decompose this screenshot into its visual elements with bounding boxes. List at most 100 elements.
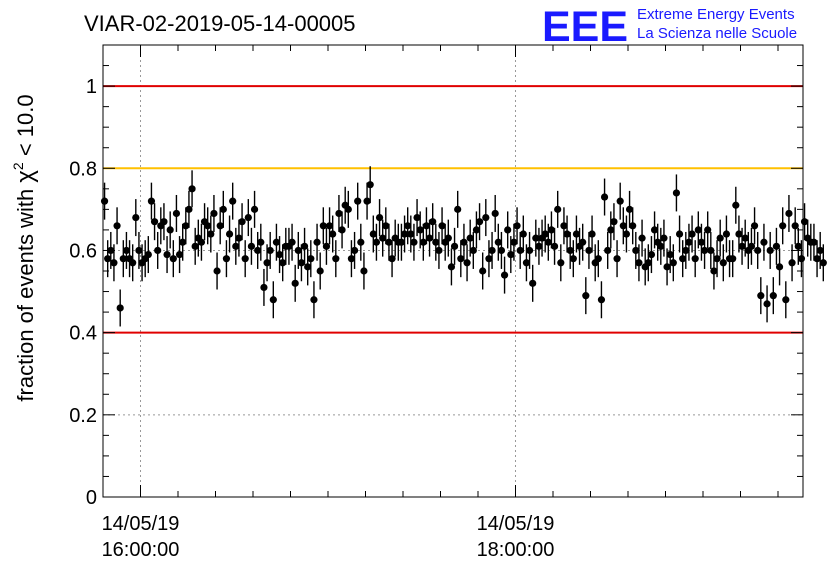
data-point (525, 246, 534, 255)
data-point (310, 296, 318, 304)
data-point (663, 263, 671, 271)
data-point (819, 259, 827, 267)
data-point (657, 242, 665, 250)
logo-line-1: Extreme Energy Events (637, 6, 795, 23)
data-point (485, 255, 493, 263)
data-point (735, 230, 743, 238)
data-point (813, 255, 821, 263)
data-point (516, 246, 524, 255)
data-point (210, 209, 218, 218)
data-points (100, 166, 827, 327)
data-point (566, 246, 574, 255)
data-point (241, 255, 249, 263)
data-point (479, 267, 487, 275)
data-point (497, 246, 506, 255)
data-point (372, 238, 381, 246)
data-point (707, 246, 715, 255)
data-point (691, 255, 699, 263)
data-point (163, 250, 171, 259)
data-point (457, 255, 465, 263)
data-point (732, 201, 740, 209)
data-point (522, 259, 531, 267)
data-point (716, 234, 724, 242)
data-point (785, 209, 793, 218)
data-point (275, 250, 284, 259)
data-point (188, 185, 196, 193)
data-point (722, 230, 731, 238)
data-point (779, 222, 787, 230)
data-point (510, 238, 518, 246)
data-point (307, 255, 315, 263)
data-point (760, 238, 768, 246)
data-point (291, 279, 299, 287)
data-point (147, 197, 156, 205)
data-point (260, 283, 268, 292)
data-point (144, 250, 152, 259)
data-point (213, 267, 221, 275)
data-point (729, 255, 737, 263)
data-point (794, 242, 802, 250)
data-point (429, 218, 437, 226)
data-point (304, 263, 312, 271)
data-point (766, 246, 774, 255)
data-point (447, 263, 456, 271)
data-point (419, 238, 427, 246)
data-point (697, 238, 706, 246)
data-point (563, 230, 571, 238)
data-point (638, 234, 646, 242)
data-point (438, 222, 446, 230)
logo-line-2: La Scienza nelle Scuole (637, 25, 797, 42)
data-point (679, 255, 687, 263)
data-point (154, 246, 162, 255)
y-tick-label: 0 (86, 487, 97, 509)
data-point (350, 246, 359, 255)
data-point (325, 222, 334, 230)
data-point (407, 230, 415, 238)
y-axis-label: fraction of events with χ2 < 10.0 (10, 94, 39, 401)
data-point (175, 250, 184, 259)
data-point (191, 242, 199, 250)
data-point (122, 246, 131, 255)
data-point (682, 246, 690, 255)
data-point (379, 234, 387, 242)
data-point (216, 222, 224, 230)
data-point (747, 242, 756, 250)
data-point (319, 222, 327, 230)
data-point (588, 230, 596, 238)
data-point (329, 230, 337, 238)
data-point (741, 234, 749, 242)
data-point (582, 292, 590, 300)
data-point (110, 259, 118, 267)
data-point (363, 197, 371, 205)
data-point (469, 246, 477, 255)
x-tick-date: 14/05/19 (477, 513, 555, 535)
data-point (135, 246, 143, 255)
x-tick-time: 16:00:00 (102, 539, 180, 561)
data-point (444, 234, 452, 242)
data-point (222, 255, 231, 263)
data-point (669, 259, 677, 267)
x-tick-date: 14/05/19 (102, 513, 180, 535)
data-point (494, 238, 502, 246)
data-point (579, 238, 587, 246)
data-point (769, 292, 777, 300)
data-point (169, 255, 177, 263)
data-point (797, 255, 806, 263)
data-point (357, 238, 365, 246)
y-tick-label: 0.2 (69, 405, 97, 427)
y-tick-label: 1 (86, 76, 97, 98)
data-point (422, 222, 431, 230)
data-point (619, 222, 627, 230)
data-point (572, 230, 581, 238)
data-point (607, 226, 615, 234)
y-tick-label: 0.4 (69, 323, 97, 345)
data-point (297, 259, 306, 267)
data-point (344, 205, 352, 213)
data-point (519, 230, 527, 238)
data-point (688, 230, 696, 238)
chart-title: VIAR-02-2019-05-14-00005 (84, 11, 356, 36)
data-point (263, 259, 271, 267)
data-point (182, 222, 190, 230)
data-point (116, 304, 124, 312)
